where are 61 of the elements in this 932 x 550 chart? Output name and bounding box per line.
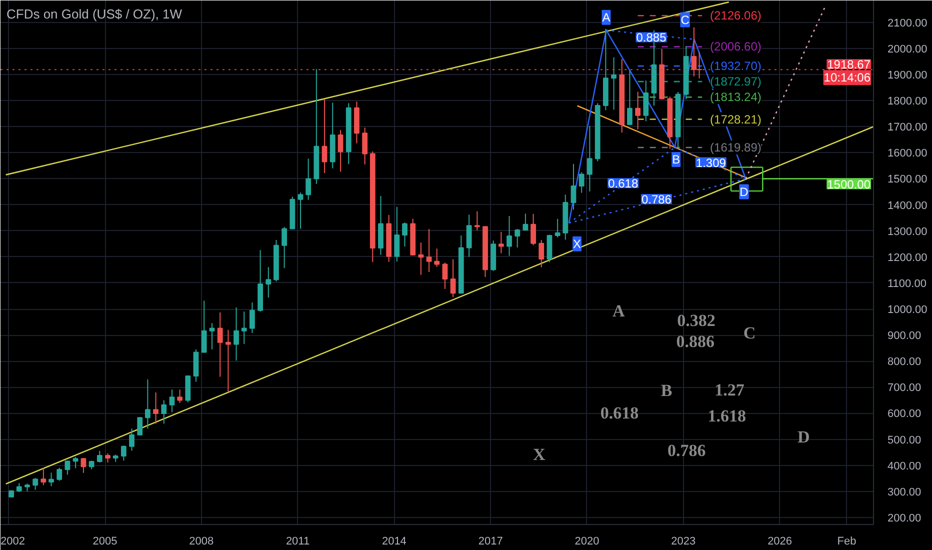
annotation: A: [612, 302, 626, 321]
annotation: (2126.06): [710, 8, 762, 23]
annotation: 10:14:06: [824, 70, 871, 85]
y-tick-label: 1000.00: [888, 304, 928, 316]
annotation: (1728.21): [710, 112, 762, 126]
y-tick-label: 1500.00: [888, 174, 928, 186]
y-tick-label: 1900.00: [888, 70, 928, 82]
x-tick-label: Feb: [837, 536, 856, 548]
y-tick-label: 1400.00: [888, 200, 928, 212]
annotation: 0.786: [668, 441, 706, 460]
annotation: 1.618: [708, 406, 746, 426]
annotation: D: [798, 427, 810, 446]
annotation: 1.309: [696, 156, 726, 170]
y-tick-label: 1700.00: [888, 122, 928, 134]
y-tick-label: 1200.00: [888, 252, 928, 264]
y-tick-label: 600.00: [888, 408, 922, 420]
text: CFDs on Gold (US$ / OZ), 1W: [6, 6, 183, 22]
y-tick-label: 1100.00: [888, 278, 926, 290]
y-tick-label: 200.00: [888, 512, 922, 524]
y-tick-label: 300.00: [888, 486, 922, 498]
annotation: 0.786: [641, 192, 672, 207]
y-tick-label: 2000.00: [888, 43, 928, 56]
annotation: 0.618: [608, 176, 638, 191]
annotation: C: [680, 12, 690, 27]
y-tick-label: 400.00: [888, 460, 922, 472]
x-tick-label: 2023: [671, 536, 696, 548]
annotation: D: [740, 184, 749, 199]
y-tick-label: 700.00: [888, 382, 922, 394]
annotation: (1813.24): [710, 90, 762, 104]
annotation: (1619.89): [710, 140, 762, 154]
y-tick-label: 2100.00: [888, 17, 928, 30]
y-tick-label: 800.00: [888, 356, 922, 368]
annotation: 1500.00: [827, 178, 871, 192]
annotation: (1872.97): [710, 74, 762, 89]
y-tick-label: 900.00: [888, 330, 922, 342]
annotation: C: [743, 324, 756, 343]
x-tick-label: 2014: [382, 536, 406, 548]
x-tick-label: 2011: [286, 536, 310, 548]
annotation: B: [660, 380, 672, 400]
annotation: 0.886: [676, 332, 715, 352]
x-tick-label: 2008: [189, 536, 214, 548]
annotation: 0.885: [636, 30, 667, 45]
x-tick-label: 2002: [0, 536, 25, 548]
annotation: X: [573, 236, 582, 251]
x-tick-label: 2017: [478, 536, 503, 548]
y-tick-label: 500.00: [888, 434, 922, 446]
annotation: (1932.70): [710, 58, 762, 73]
annotation: (2006.60): [710, 40, 762, 54]
y-tick-label: 1600.00: [888, 148, 928, 160]
x-tick-label: 2026: [768, 536, 792, 548]
annotation: A: [602, 10, 610, 24]
y-tick-label: 1800.00: [888, 96, 928, 108]
annotation: 0.382: [677, 311, 716, 330]
annotation: 1.27: [714, 380, 745, 400]
x-tick-label: 2005: [92, 536, 118, 548]
annotation: B: [672, 152, 680, 166]
annotation: 0.618: [600, 403, 639, 422]
y-tick-label: 1300.00: [888, 226, 928, 238]
ref-line-label: 1918.67: [827, 58, 871, 72]
x-tick-label: 2020: [574, 536, 600, 548]
annotation: X: [533, 444, 546, 464]
